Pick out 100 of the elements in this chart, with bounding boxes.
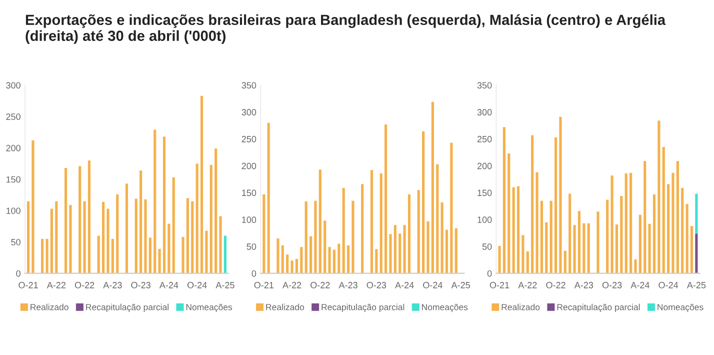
y-tick-label: 100 <box>242 216 256 223</box>
bar <box>210 164 212 274</box>
bar <box>144 199 147 274</box>
y-tick-label: 150 <box>6 176 20 183</box>
bar <box>540 200 543 274</box>
bar <box>148 238 152 274</box>
bar <box>516 186 520 274</box>
x-tick-label: A-25 <box>686 282 706 288</box>
x-tick-label: O-23 <box>366 282 386 288</box>
text: Exportações e indicações brasileiras para Bangladesh (esquerda), Malásia (centro) e Argélia (direita) até 30 de abril ('000t) <box>26 14 666 44</box>
bar <box>97 236 100 274</box>
x-tick-label: O-21 <box>490 282 510 288</box>
bar <box>573 224 576 274</box>
bar <box>352 200 354 274</box>
bar <box>262 194 266 274</box>
x-tick-label: A-25 <box>451 282 470 288</box>
y-tick-label: 250 <box>6 114 20 120</box>
y-tick-label: 200 <box>242 162 256 170</box>
bar <box>102 202 105 274</box>
y-tick-label: 150 <box>478 190 492 196</box>
bar <box>281 245 284 274</box>
bar <box>116 194 119 274</box>
y-tick-label: 50 <box>482 243 492 250</box>
bar <box>158 248 161 274</box>
bar <box>578 210 581 274</box>
bar <box>398 234 402 274</box>
x-tick-label: A-22 <box>282 282 302 288</box>
bar <box>564 250 566 274</box>
bar <box>304 201 308 274</box>
x-tick-label: O-22 <box>74 282 94 288</box>
bar <box>394 224 396 274</box>
bar <box>324 220 326 274</box>
x-tick-label: A-24 <box>395 282 414 288</box>
bar <box>550 200 552 274</box>
bar <box>695 234 698 274</box>
bar <box>342 188 345 274</box>
bar <box>403 224 406 274</box>
bar <box>536 172 538 274</box>
bar <box>426 221 430 274</box>
bar <box>606 200 609 274</box>
bar <box>318 170 322 274</box>
bar <box>690 226 694 274</box>
x-tick-label: O-24 <box>187 282 207 288</box>
bar <box>314 200 317 274</box>
bar <box>658 120 660 274</box>
bar <box>196 164 198 274</box>
bar <box>78 166 82 274</box>
bar <box>134 198 138 274</box>
bar <box>408 194 411 274</box>
x-tick-label: A-23 <box>338 282 358 288</box>
bar <box>508 153 510 274</box>
bar <box>290 260 294 274</box>
bar <box>375 249 378 274</box>
y-tick-label: 100 <box>478 216 492 223</box>
bar <box>309 236 312 274</box>
bar <box>361 184 364 274</box>
bar <box>512 187 515 274</box>
legend-label: Realizado <box>30 304 68 310</box>
bar <box>182 236 184 274</box>
x-tick-label: A-24 <box>630 282 650 288</box>
bar <box>624 173 628 274</box>
x-tick-label: O-22 <box>310 282 330 288</box>
x-tick-label: A-23 <box>574 282 594 288</box>
bar <box>596 212 600 274</box>
bar <box>26 201 30 274</box>
y-tick-label: 300 <box>6 82 20 89</box>
bar <box>634 259 637 274</box>
legend-label: Nomeações <box>422 304 468 312</box>
y-tick-label: 250 <box>477 136 492 142</box>
bar <box>568 194 572 274</box>
bar <box>615 224 618 274</box>
x-tick-label: O-24 <box>658 282 678 288</box>
bar <box>648 224 651 274</box>
bar <box>370 170 374 274</box>
y-tick-label: 200 <box>6 144 20 152</box>
bar <box>338 244 340 274</box>
legend-label: Nomeações <box>658 304 704 312</box>
bar <box>205 230 208 274</box>
bar <box>50 208 54 274</box>
bar <box>662 147 665 274</box>
bar <box>644 161 646 274</box>
bar <box>55 201 58 274</box>
bar <box>384 124 388 274</box>
text: Realizado <box>266 304 304 310</box>
y-tick-label: 150 <box>242 190 256 196</box>
bar <box>88 160 91 274</box>
bar <box>502 127 506 274</box>
bar <box>638 214 642 274</box>
bar <box>610 176 614 274</box>
bar <box>389 234 392 274</box>
x-tick-label: A-22 <box>46 282 66 288</box>
bar <box>172 177 175 274</box>
y-tick-label: 0 <box>16 270 20 277</box>
bar <box>295 258 298 274</box>
x-tick-label: O-23 <box>131 282 150 288</box>
bar <box>125 184 128 274</box>
bar <box>300 247 303 274</box>
x-tick-label: O-23 <box>602 282 622 288</box>
bar <box>667 184 670 274</box>
bar <box>526 251 529 274</box>
